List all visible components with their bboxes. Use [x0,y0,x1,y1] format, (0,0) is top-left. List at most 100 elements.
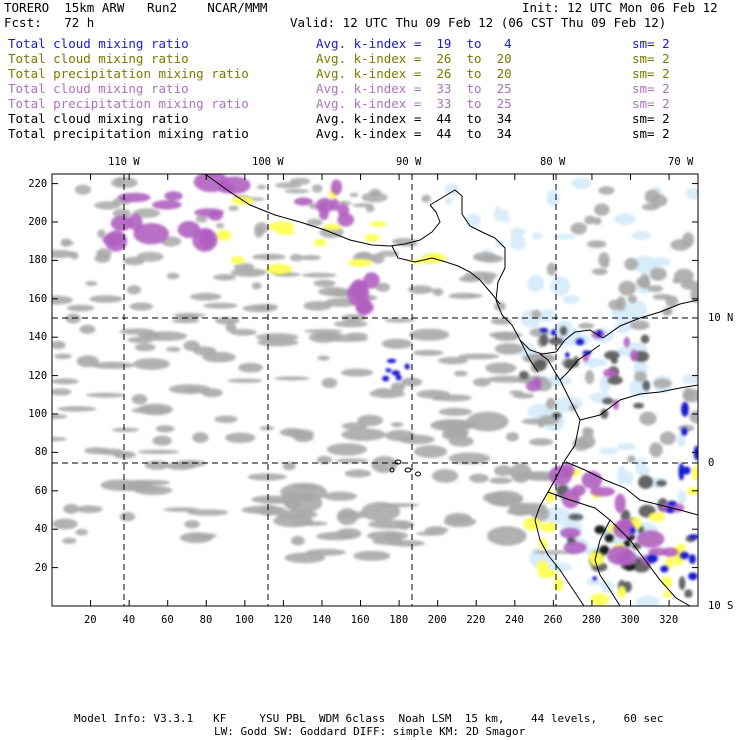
gray-blob [545,397,556,410]
violet-blob [293,197,314,206]
blue-blob [575,338,585,346]
gray-blob [643,281,650,288]
gray-blob [291,535,305,546]
gray-blob [165,462,197,470]
legend-index: Avg. k-index = 26 to 20 [316,51,512,66]
violet-blob [636,530,665,548]
blue-blob [382,375,390,382]
legend-field: Total cloud mixing ratio [8,51,189,66]
gray-blob [531,309,542,319]
blue-blob [630,527,636,534]
gray-blob [74,184,92,195]
gray-blob [119,512,136,522]
gray-blob [138,403,173,416]
gray-blob [616,296,627,311]
gray-blob [213,274,236,281]
gray-blob [195,214,208,223]
lon-label: 100 W [252,156,284,168]
violet-blob [177,221,201,238]
y-tick-label: 140 [28,331,48,344]
gray-blob [317,355,330,361]
legend-field: Total cloud mixing ratio [8,111,189,126]
yellow-blob [265,263,293,275]
gray-blob [144,460,169,470]
gray-blob [368,520,415,529]
blue-blob [592,576,597,581]
yellow-blob [662,576,673,588]
lightblue-blob [635,595,660,606]
gray-blob [537,419,546,428]
gray-blob [390,382,405,393]
blue-blob [682,466,691,475]
violet-precip-layer [102,174,685,566]
violet-blob [563,541,587,554]
gray-blob [75,528,88,536]
gray-blob [62,537,77,544]
gray-blob [168,384,211,394]
violet-blob [607,545,634,566]
yellow-blob [216,229,232,241]
lightblue-blob [599,447,619,456]
gray-blob [203,302,238,309]
dark-blob [600,408,609,419]
gray-blob [391,238,417,246]
model-title: TORERO 15km ARW Run2 NCAR/MMM [4,0,268,15]
gray-blob [570,222,587,235]
gray-blob [528,438,554,446]
gray-blob [653,378,672,389]
blue-blob [681,427,688,436]
gray-blob [118,486,160,492]
gray-blob [259,426,275,431]
gray-blob [592,268,608,276]
gray-blob [384,318,415,323]
gray-blob [344,332,368,340]
violet-blob [337,203,350,217]
lightblue-blob [444,183,459,196]
gray-blob [63,503,80,514]
blue-cloud-layer [382,328,698,581]
lightblue-blob [540,308,556,322]
violet-blob [347,281,370,306]
gray-blob [594,203,610,216]
x-tick-label: 120 [273,614,293,626]
gray-blob [247,473,287,481]
lightblue-blob [586,579,603,586]
lightblue-blob [614,321,631,334]
gray-blob [305,548,346,556]
lightblue-blob [625,471,634,485]
gray-blob [416,389,450,399]
gray-blob [112,427,140,433]
gray-blob [375,282,391,292]
gray-blob [505,432,519,442]
gray-blob [652,293,673,300]
gray-blob [172,313,206,318]
gray-blob [52,250,76,258]
blue-blob [688,572,698,581]
dark-blob [631,542,642,550]
gray-blob [192,432,209,443]
yellow-blob [313,238,327,247]
yellow-blob [422,252,446,264]
gray-blob [215,317,240,325]
violet-blob [102,233,124,247]
gray-blob [318,287,350,297]
gray-blob [432,469,459,483]
gray-blob [578,322,595,329]
yellow-blob [554,577,563,592]
graticule [52,174,698,606]
gray-blob [306,218,323,227]
gray-blob [166,346,181,352]
gray-blob [448,452,491,465]
gray-blob [76,505,103,513]
gray-blob [674,268,694,284]
x-tick-label: 160 [350,614,370,626]
y-tick-label: 100 [28,408,48,420]
gray-blob [166,272,180,280]
gray-blob [111,177,138,189]
gray-blob [618,280,637,296]
legend-field: Total precipitation mixing ratio [8,126,249,141]
yellow-blob [231,197,254,205]
violet-blob [192,228,218,252]
gray-blob [333,320,368,328]
lightblue-blob [614,213,636,225]
